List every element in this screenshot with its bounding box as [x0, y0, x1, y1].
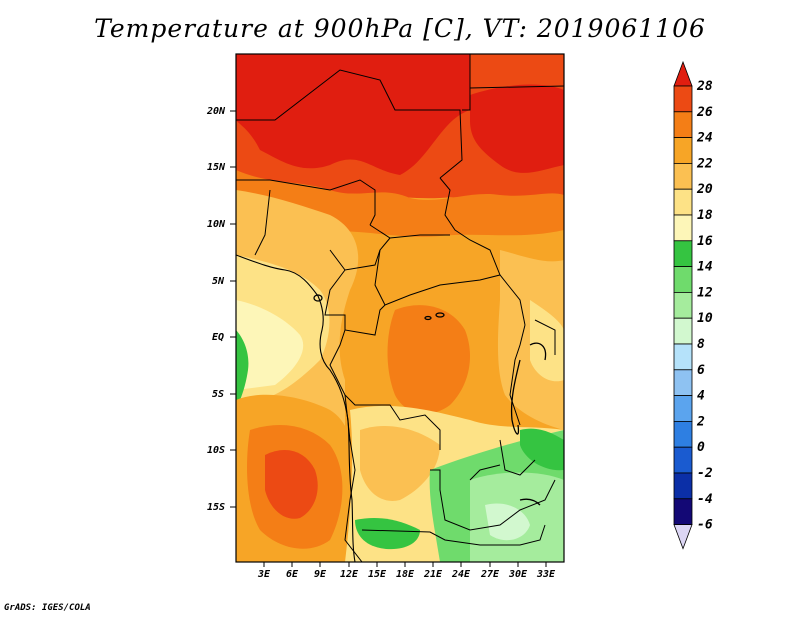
colorbar-label: 4: [697, 389, 705, 404]
colorbar-label: 14: [697, 260, 713, 275]
lat-label: 10S: [207, 445, 225, 456]
longitude-axis: 3E 6E 9E 12E 15E 18E 21E 24E 27E 30E 33E: [257, 562, 556, 580]
lon-label: 9E: [314, 569, 327, 580]
colorbar-swatch: [673, 188, 693, 216]
lon-label: 33E: [536, 569, 556, 580]
colorbar-swatch: [673, 162, 693, 190]
colorbar-swatch: [673, 317, 693, 345]
lat-label: 5S: [212, 389, 224, 400]
colorbar-label: 22: [696, 156, 713, 171]
colorbar-swatch: [673, 214, 693, 242]
coastline: [235, 254, 356, 563]
colorbar-swatch: [673, 446, 693, 474]
lon-label: 6E: [286, 569, 299, 580]
lat-label: 5N: [212, 276, 225, 287]
colorbar-swatch: [673, 498, 693, 525]
colorbar-swatch: [673, 395, 693, 422]
credit-text: GrADS: IGES/COLA: [4, 603, 91, 613]
colorbar-label: 28: [696, 79, 713, 94]
lat-label: EQ: [212, 332, 224, 343]
lon-label: 3E: [257, 569, 271, 580]
lat-label: 10N: [207, 219, 226, 230]
lon-label: 24E: [451, 569, 471, 580]
colorbar-arrow-bottom: [673, 524, 693, 550]
colorbar-swatch: [673, 240, 693, 268]
colorbar-label: 24: [696, 131, 713, 146]
colorbar-label: 18: [697, 208, 713, 223]
country-borders: [236, 54, 564, 562]
colorbar-swatch: [673, 472, 693, 500]
lat-label: 15N: [207, 162, 226, 173]
colorbar-swatch: [673, 343, 693, 371]
lakes: [313, 294, 547, 506]
colorbar-swatch: [673, 137, 693, 164]
colorbar-label: 8: [697, 337, 705, 352]
map-frame: [235, 53, 565, 563]
latitude-axis: 20N 15N 10N 5N EQ 5S 10S 15S: [206, 106, 236, 513]
colorbar-swatch: [673, 111, 693, 139]
colorbar-label: 2: [696, 414, 705, 429]
lon-label: 21E: [423, 569, 443, 580]
colorbar-swatch: [673, 85, 693, 113]
map-title: Temperature at 900hPa [C], VT: 201906110…: [94, 14, 706, 43]
colorbar-label: 10: [697, 311, 713, 326]
temperature-field: [236, 54, 564, 562]
lon-label: 18E: [396, 569, 415, 580]
colorbar-swatch: [673, 420, 693, 448]
colorbar-swatch: [673, 266, 693, 293]
colorbar-label: 26: [696, 105, 713, 120]
lat-label: 15S: [207, 502, 225, 513]
lon-label: 12E: [340, 569, 359, 580]
colorbar-label: -2: [697, 466, 713, 481]
lon-label: 27E: [480, 569, 500, 580]
colorbar-label: 6: [697, 363, 705, 378]
colorbar-label: -6: [697, 518, 713, 533]
lat-label: 20N: [206, 106, 226, 117]
colorbar-label: 16: [697, 234, 713, 249]
lon-label: 30E: [508, 569, 528, 580]
colorbar-label: 0: [697, 440, 705, 455]
colorbar-label: 20: [696, 182, 713, 197]
colorbar-label: -4: [697, 492, 713, 507]
colorbar-swatch: [673, 369, 693, 396]
colorbar-label: 12: [697, 285, 713, 300]
lon-label: 15E: [368, 569, 387, 580]
colorbar-arrow-top: [673, 60, 693, 87]
colorbar-swatch: [673, 291, 693, 319]
